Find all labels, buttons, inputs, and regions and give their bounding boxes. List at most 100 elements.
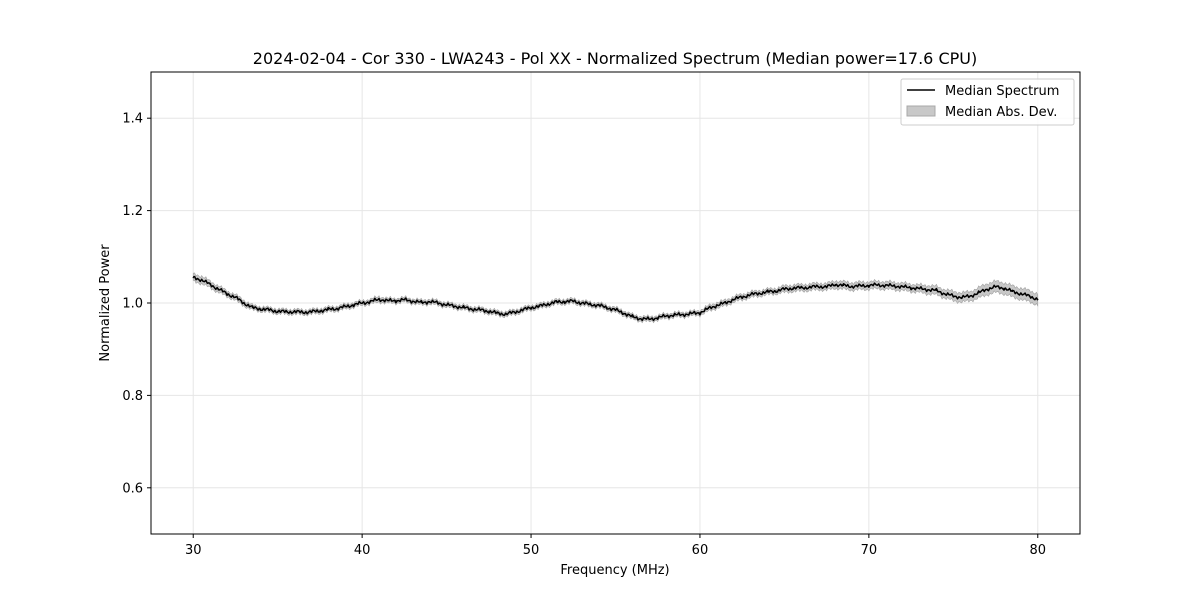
data-point — [361, 302, 363, 304]
data-point — [293, 311, 296, 313]
data-point — [716, 304, 718, 306]
data-point — [952, 295, 954, 297]
data-point — [783, 288, 786, 290]
data-point — [310, 311, 313, 313]
legend-label-median-spectrum: Median Spectrum — [945, 84, 1059, 99]
data-point — [707, 307, 710, 310]
mad-band — [192, 272, 1039, 324]
data-point — [842, 284, 845, 287]
data-point — [994, 286, 997, 288]
data-point — [471, 308, 473, 310]
legend: Median Spectrum Median Abs. Dev. — [900, 78, 1075, 126]
data-point — [336, 307, 338, 310]
data-point — [496, 312, 498, 314]
data-point — [260, 308, 262, 310]
data-point — [344, 306, 346, 308]
data-point — [217, 288, 220, 290]
data-point — [969, 295, 971, 297]
data-point — [826, 286, 828, 288]
data-point — [277, 310, 279, 312]
x-tick-label: 70 — [861, 543, 878, 558]
data-point — [209, 283, 211, 286]
data-point — [961, 296, 963, 299]
data-point — [1011, 290, 1014, 293]
y-tick-label: 1.0 — [122, 297, 143, 312]
y-tick-label: 1.2 — [122, 204, 143, 219]
data-point — [522, 309, 524, 311]
data-point — [766, 291, 769, 293]
data-point — [302, 311, 304, 313]
x-axis-label: Frequency (MHz) — [560, 563, 669, 578]
data-point — [234, 296, 237, 299]
data-point — [851, 285, 853, 287]
data-point — [775, 290, 777, 292]
data-point — [674, 314, 676, 316]
data-point — [572, 300, 574, 302]
data-point — [944, 293, 946, 295]
data-point — [614, 309, 617, 311]
data-point — [412, 300, 414, 302]
data-point — [893, 285, 895, 287]
data-point — [488, 310, 490, 312]
data-point — [690, 313, 693, 315]
data-point — [201, 279, 203, 281]
data-point — [910, 287, 912, 289]
y-tick-label: 0.6 — [122, 481, 143, 496]
x-tick-label: 50 — [523, 543, 540, 558]
y-axis-label: Normalized Power — [98, 244, 113, 362]
data-point — [420, 301, 422, 304]
data-point — [817, 285, 819, 287]
grid — [151, 72, 1080, 534]
data-point — [403, 299, 405, 301]
data-point — [724, 302, 726, 304]
chart-title: 2024-02-04 - Cor 330 - LWA243 - Pol XX -… — [253, 49, 977, 68]
data-point — [741, 296, 743, 298]
data-point — [986, 288, 988, 290]
data-point — [792, 287, 794, 289]
data-point — [1037, 298, 1039, 300]
data-point — [564, 301, 566, 303]
data-point — [479, 309, 481, 311]
data-point — [648, 318, 650, 320]
y-tick-label: 1.4 — [122, 112, 143, 127]
data-point — [192, 276, 194, 279]
legend-label-median-abs-dev: Median Abs. Dev. — [945, 105, 1057, 120]
mad-band-layer — [192, 272, 1039, 324]
data-point — [631, 316, 633, 318]
legend-box — [900, 78, 1075, 126]
data-point — [606, 307, 608, 309]
data-point — [589, 303, 591, 305]
x-tick-label: 60 — [692, 543, 709, 558]
data-point — [598, 304, 600, 306]
data-point — [285, 311, 287, 313]
data-point — [226, 293, 228, 295]
data-point — [513, 311, 515, 313]
data-point — [243, 302, 245, 304]
data-point — [454, 305, 456, 307]
data-point — [800, 287, 802, 289]
data-point — [378, 298, 380, 300]
data-point — [885, 284, 887, 287]
data-point — [251, 307, 253, 309]
data-point — [699, 312, 701, 314]
y-axis-ticks: 0.6 0.8 1.0 1.2 1.4 — [122, 112, 151, 496]
data-point — [395, 300, 397, 302]
data-point — [1028, 295, 1030, 297]
median-line-layer — [192, 275, 1039, 322]
data-point — [437, 302, 439, 304]
data-point — [327, 308, 329, 311]
data-point — [555, 301, 557, 303]
data-point — [429, 301, 431, 303]
data-point — [581, 302, 583, 304]
data-point — [530, 307, 532, 309]
data-point — [733, 298, 735, 300]
data-point — [927, 289, 929, 291]
data-point — [1003, 287, 1005, 289]
x-tick-label: 40 — [354, 543, 371, 558]
data-point — [665, 315, 667, 317]
data-point — [868, 284, 870, 287]
data-point — [505, 313, 507, 315]
data-point — [750, 294, 752, 296]
